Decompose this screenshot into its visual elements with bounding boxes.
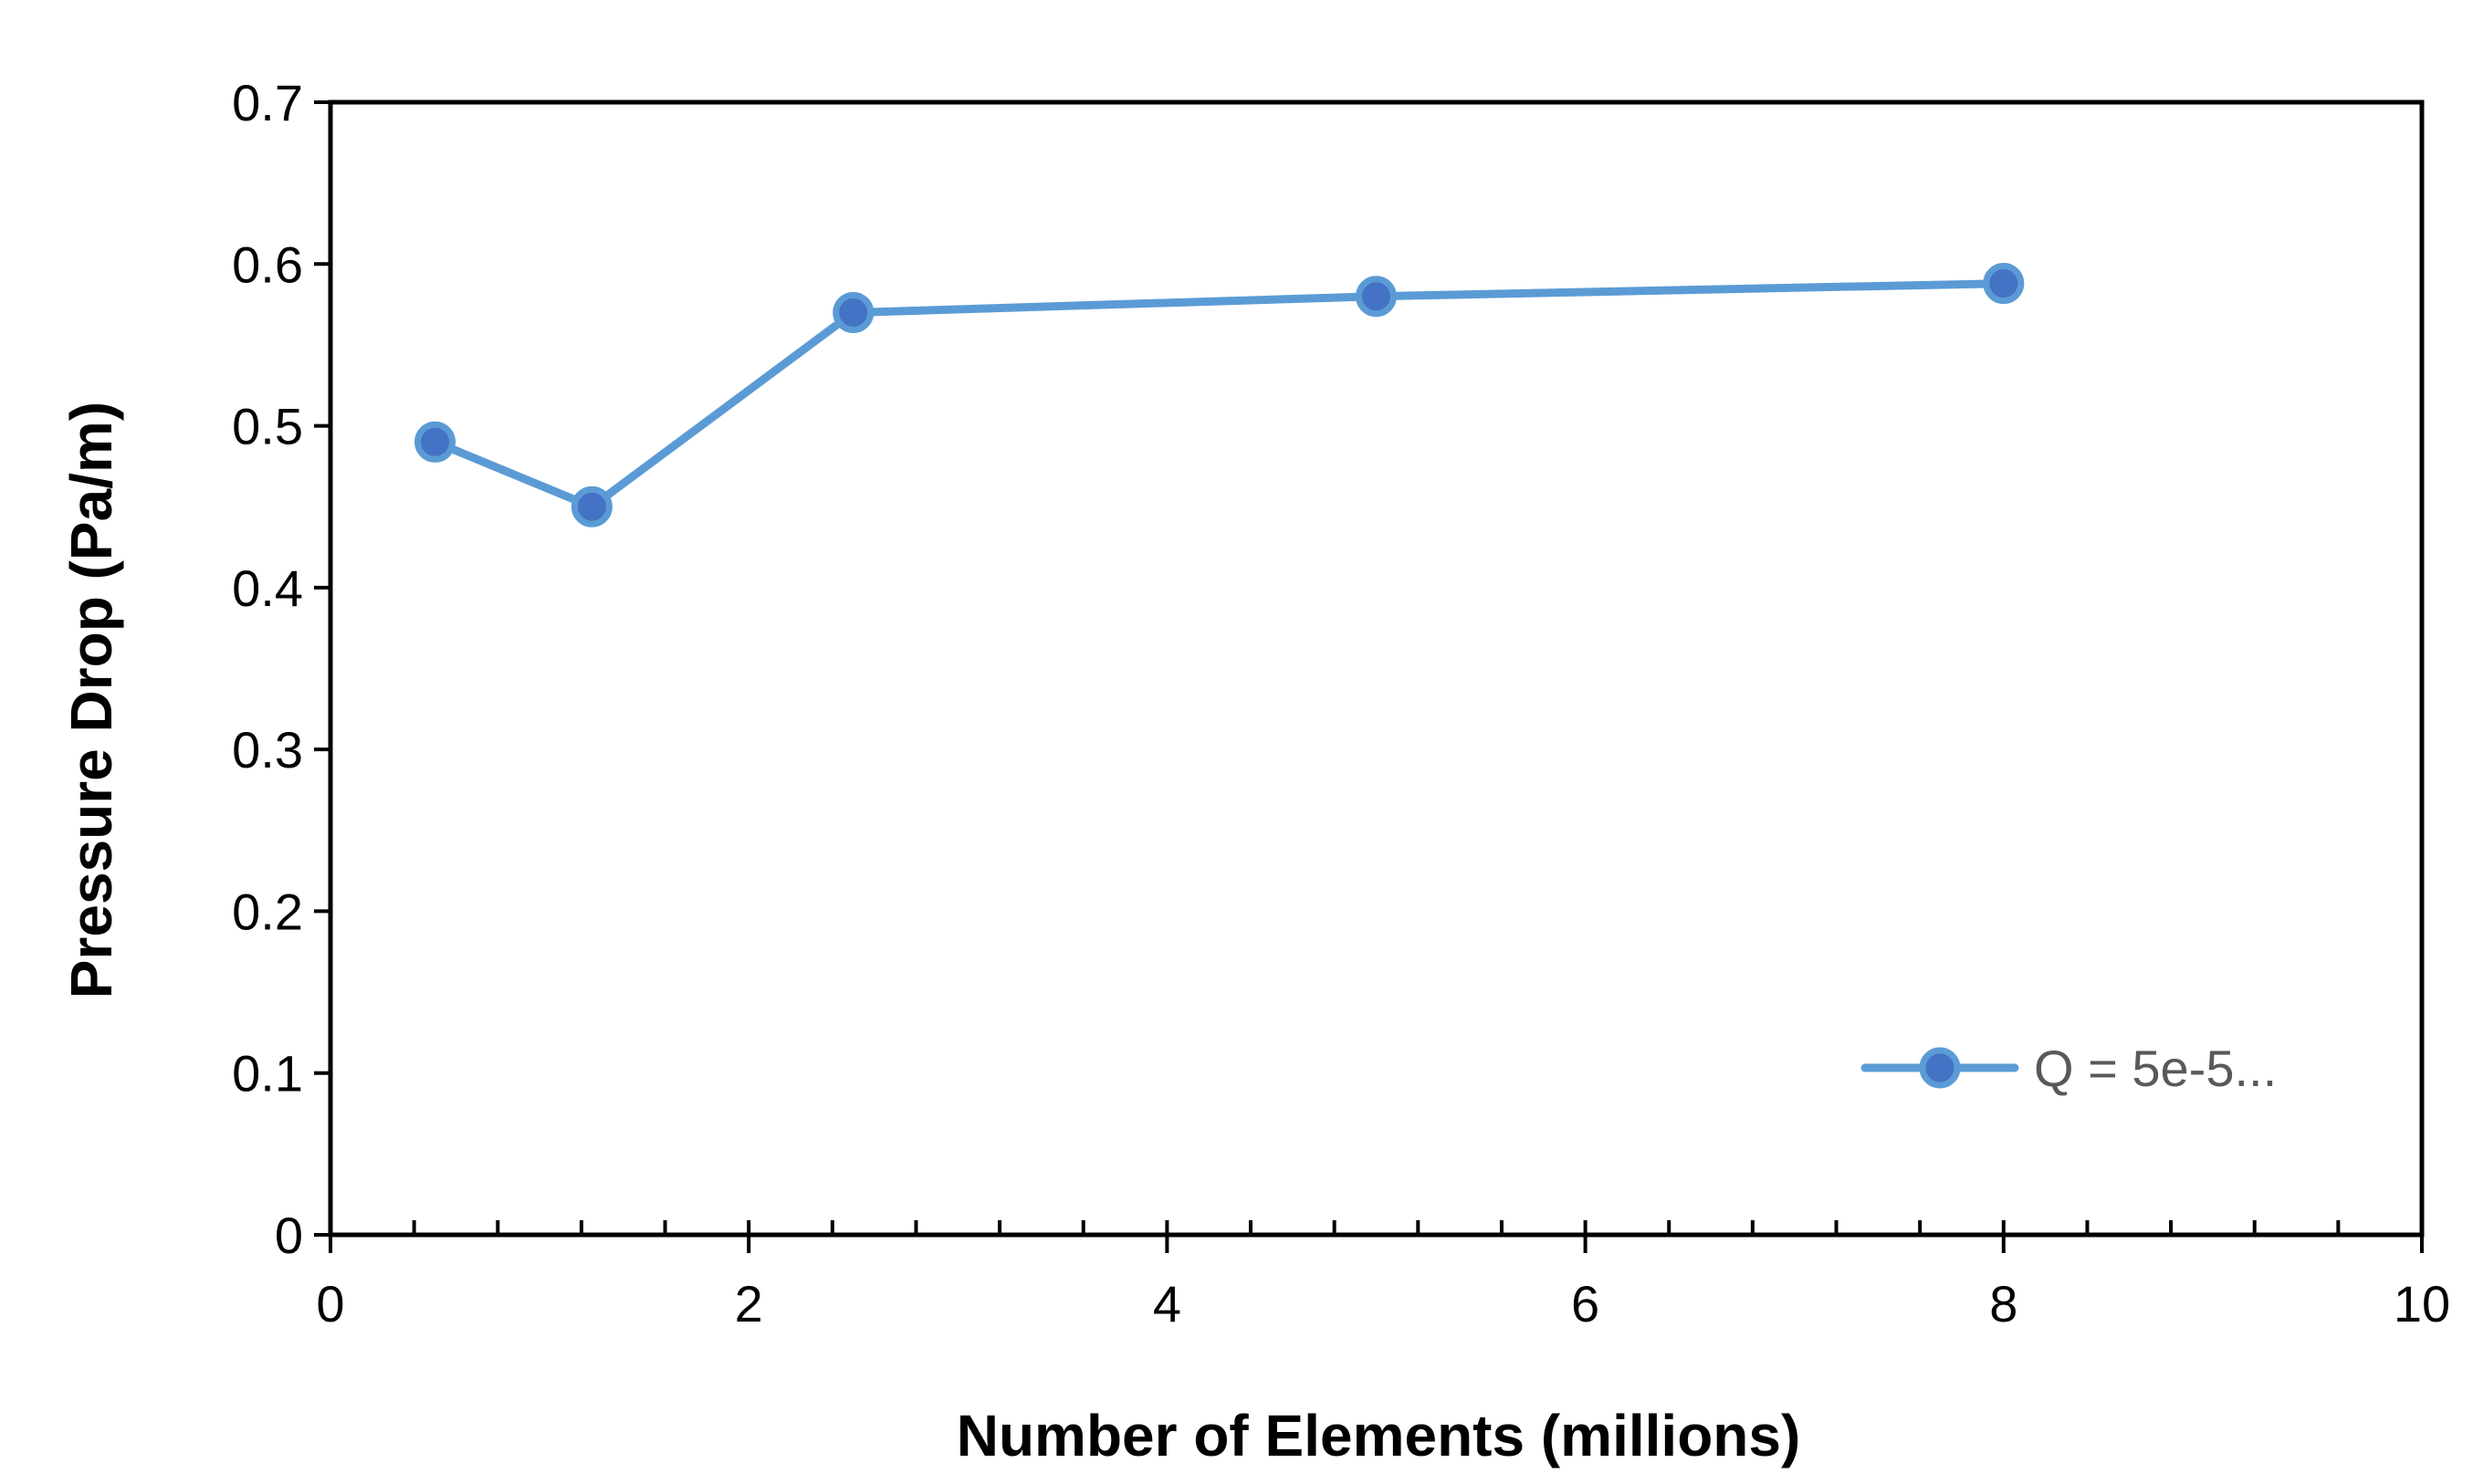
plot-frame [328,99,2425,1238]
y-tick-label: 0.5 [232,398,303,455]
data-point [414,421,456,463]
x-axis-title: Number of Elements (millions) [957,1403,1801,1468]
y-tick-label: 0.4 [232,559,303,617]
x-tick-label: 0 [316,1275,344,1332]
legend: Q = 5e-5... [1860,1040,2277,1097]
data-point [571,486,613,528]
y-tick-label: 0.3 [232,721,303,779]
data-point [833,291,875,333]
y-axis-title: Pressure Drop (Pa/m) [58,402,124,998]
y-tick-label: 0 [275,1207,303,1264]
x-tick-label: 6 [1571,1275,1599,1332]
y-tick-label: 0.6 [232,235,303,293]
series [414,263,2025,528]
x-tick-label: 10 [2394,1275,2450,1332]
legend-marker [1919,1047,1961,1089]
series-line [431,279,2008,511]
legend-label: Q = 5e-5... [2034,1040,2277,1097]
x-tick-label: 8 [1989,1275,2017,1332]
y-tick-label: 0.7 [232,74,303,131]
data-point [1983,263,2025,305]
x-tick-label: 2 [735,1275,763,1332]
data-point [1356,276,1397,318]
tick-labels: 0 0.1 0.2 0.3 0.4 0.5 0.6 0.7 0 2 4 6 8 10 [232,74,2450,1332]
x-tick-label: 4 [1153,1275,1181,1332]
y-tick-label: 0.2 [232,883,303,940]
axes [328,99,2425,1238]
y-tick-label: 0.1 [232,1045,303,1103]
